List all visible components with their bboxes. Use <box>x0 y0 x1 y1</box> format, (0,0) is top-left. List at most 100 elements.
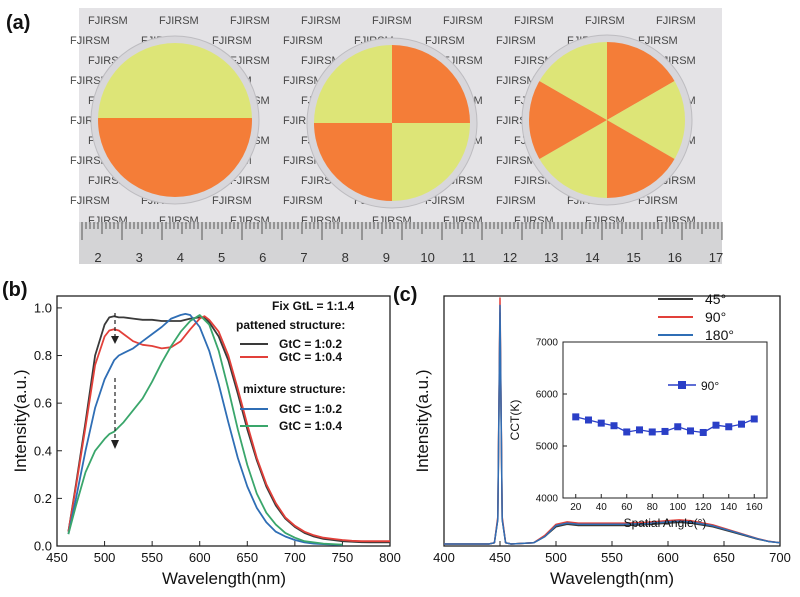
watermark-text: FJIRSM <box>301 15 341 27</box>
legend-entry-2: GtC = 1:0.4 <box>279 350 342 364</box>
x-tick-label: 550 <box>141 550 163 565</box>
panel-c-series <box>444 297 780 545</box>
panel-a-photo: FJIRSM FJIRSM FJIRSM FJIRSM FJIRSM FJIRSM FJIR… <box>6 8 723 265</box>
y-tick-label: 0.4 <box>34 443 52 458</box>
legend-entry-1: GtC = 1:0.2 <box>279 337 342 351</box>
x-tick-label: 500 <box>94 550 116 565</box>
inset-axes: 20 40 60 80 100 120 140 160 4000 5000 6000 7000 <box>536 338 763 514</box>
legend-group1-title: pattened structure: <box>236 318 345 332</box>
ruler-number: 6 <box>259 250 266 265</box>
disk-segment-yellow <box>607 75 685 165</box>
x-tick-label: 600 <box>189 550 211 565</box>
ruler-number: 9 <box>383 250 390 265</box>
watermark-text: FJIRSM <box>496 195 536 207</box>
watermark-text: FJIRSM <box>70 35 110 47</box>
watermark-text: FJIRSM <box>425 195 465 207</box>
x-tick-label: 60 <box>621 502 633 513</box>
watermark-text: FJIRSM <box>230 175 270 187</box>
legend-c-entry-3: 180° <box>705 327 734 343</box>
x-tick-label: 600 <box>657 550 679 565</box>
inset-data-point <box>585 416 592 424</box>
x-tick-label: 120 <box>695 502 712 513</box>
x-tick-label: 700 <box>284 550 306 565</box>
watermark-text: FJIRSM <box>585 15 625 27</box>
series-line <box>444 304 780 545</box>
y-tick-label: 0.8 <box>34 348 52 363</box>
phosphor-disks <box>90 34 693 209</box>
watermark-text: FJIRSM <box>88 15 128 27</box>
panel-c-ylabel: Intensity(a.u.) <box>413 370 432 473</box>
x-tick-label: 450 <box>489 550 511 565</box>
watermark-text: FJIRSM <box>514 175 554 187</box>
ruler-number: 13 <box>544 250 558 265</box>
panel-a-label: (a) <box>6 12 30 34</box>
inset-data-point <box>648 428 656 436</box>
watermark-text: FJIRSM <box>638 35 678 47</box>
x-tick-label: 100 <box>669 502 686 513</box>
x-tick-label: 550 <box>601 550 623 565</box>
watermark-text: FJIRSM <box>656 15 696 27</box>
disk-quadrant-pattern <box>314 45 470 201</box>
x-tick-label: 750 <box>332 550 354 565</box>
ruler-number: 14 <box>585 250 599 265</box>
watermark-text: FJIRSM <box>638 195 678 207</box>
panel-b-axes: 450 500 550 600 650 700 750 800 0.0 0.2 0.4 0.6 0.8 1… <box>34 300 401 565</box>
watermark-text: FJIRSM <box>496 155 536 167</box>
inset-data-point <box>750 415 758 423</box>
watermark-text: FJIRSM <box>283 195 323 207</box>
watermark-text: FJIRSM <box>230 15 270 27</box>
panel-c-xlabel: Wavelength(nm) <box>550 569 674 588</box>
x-tick-label: 650 <box>713 550 735 565</box>
legend-c-entry-1: 45° <box>705 291 726 307</box>
inset-data-point <box>572 413 580 421</box>
inset-series <box>572 413 758 436</box>
y-tick-label: 6000 <box>536 390 559 401</box>
ruler-number: 4 <box>177 250 184 265</box>
panel-c-label: (c) <box>393 284 417 306</box>
x-tick-label: 450 <box>46 550 68 565</box>
inset-data-point <box>699 428 707 436</box>
panel-c-legend: 45° 90° 180° <box>658 291 734 343</box>
watermark-text: FJIRSM <box>283 75 323 87</box>
panel-b-legend: Fix GtL = 1:1.4 pattened structure: GtC … <box>236 299 354 433</box>
inset-data-point <box>674 423 682 431</box>
ruler-number: 10 <box>420 250 434 265</box>
inset-data-point <box>636 426 643 434</box>
inset-frame <box>562 341 768 499</box>
legend-header: Fix GtL = 1:1.4 <box>272 299 354 313</box>
watermark-text: FJIRSM <box>159 15 199 27</box>
watermark-text: FJIRSM <box>212 35 252 47</box>
ruler-number: 11 <box>462 250 476 265</box>
x-tick-label: 160 <box>746 502 763 513</box>
x-tick-label: 650 <box>236 550 258 565</box>
panel-b-ylabel: Intensity(a.u.) <box>11 370 30 473</box>
series-line <box>67 312 343 546</box>
ruler-number: 3 <box>136 250 143 265</box>
panel-b-label: (b) <box>2 279 28 301</box>
disk-half-pattern <box>98 43 252 197</box>
inset-data-point <box>661 427 669 435</box>
panel-b-xlabel: Wavelength(nm) <box>162 569 286 588</box>
x-tick-label: 400 <box>433 550 455 565</box>
inset-data-point <box>712 421 720 429</box>
watermark-text: FJIRSM <box>425 35 465 47</box>
inset-data-point <box>738 420 745 428</box>
x-tick-label: 80 <box>647 502 659 513</box>
watermark-text: FJIRSM <box>372 15 412 27</box>
ruler-number: 15 <box>626 250 640 265</box>
panel-c: (c) 400 450 500 550 600 650 700 45° 90° 180° 2… <box>393 284 791 588</box>
y-tick-label: 0.6 <box>34 396 52 411</box>
x-tick-label: 20 <box>570 502 582 513</box>
disk-segment-orange <box>529 75 607 165</box>
ruler-number: 8 <box>342 250 349 265</box>
legend-group2-title: mixture structure: <box>243 382 346 396</box>
watermark-text: FJIRSM <box>283 155 323 167</box>
y-tick-label: 1.0 <box>34 300 52 315</box>
panel-b-arrows <box>111 313 119 449</box>
x-tick-label: 700 <box>769 550 791 565</box>
ruler-number: 2 <box>94 250 101 265</box>
x-tick-label: 500 <box>545 550 567 565</box>
inset-data-point <box>623 428 631 436</box>
watermark-text: FJIRSM <box>230 55 270 67</box>
